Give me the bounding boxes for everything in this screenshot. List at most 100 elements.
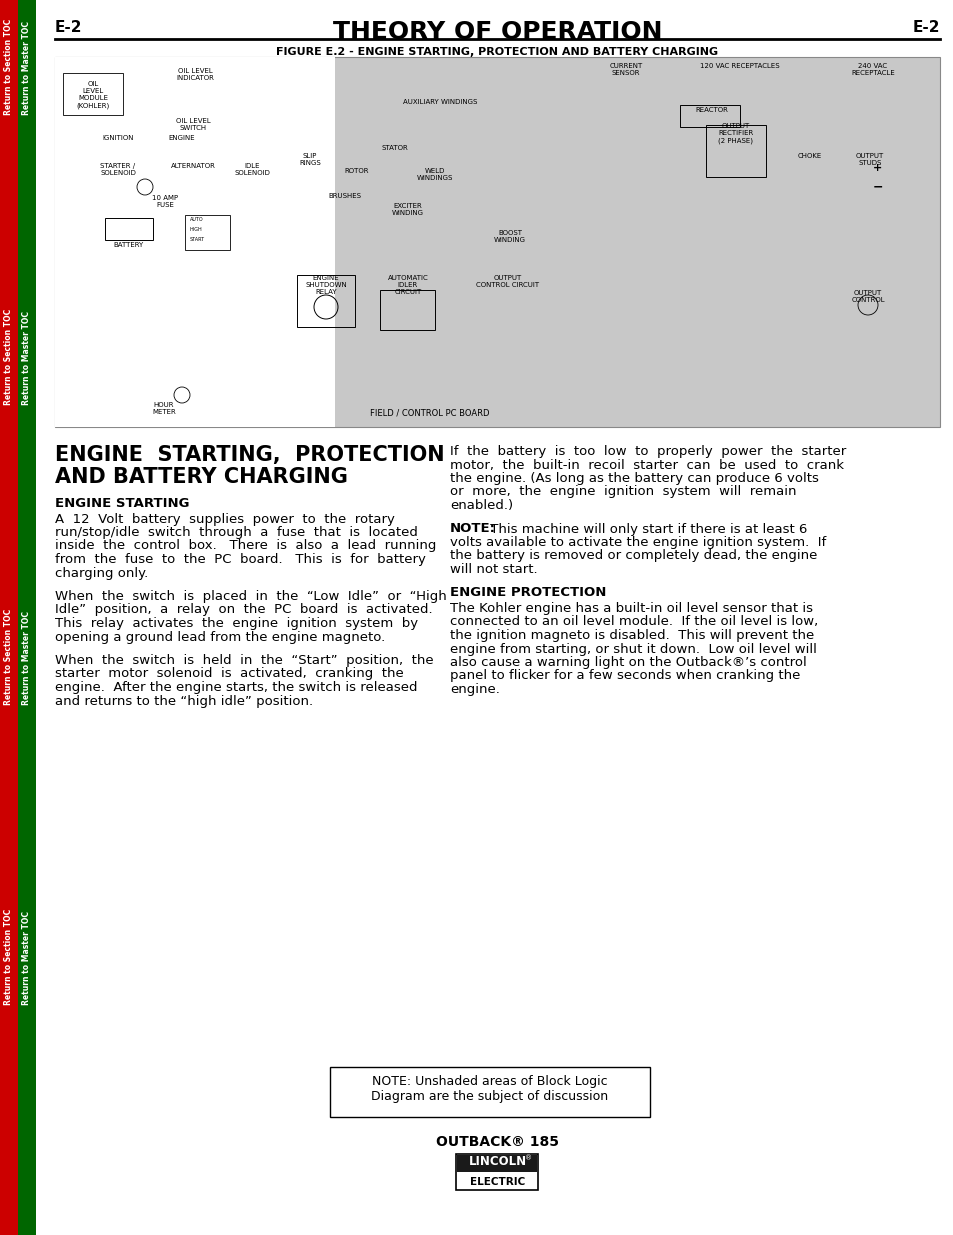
Text: ENGINE: ENGINE <box>169 135 195 141</box>
Text: HIGH: HIGH <box>190 227 203 232</box>
Text: also cause a warning light on the Outback®’s control: also cause a warning light on the Outbac… <box>450 656 806 669</box>
Text: from  the  fuse  to  the  PC  board.   This  is  for  battery: from the fuse to the PC board. This is f… <box>55 553 425 566</box>
Text: OUTPUT
CONTROL: OUTPUT CONTROL <box>850 290 883 303</box>
Text: opening a ground lead from the engine magneto.: opening a ground lead from the engine ma… <box>55 631 385 643</box>
Text: OUTPUT
RECTIFIER
(2 PHASE): OUTPUT RECTIFIER (2 PHASE) <box>718 124 753 143</box>
Text: STATOR: STATOR <box>381 144 408 151</box>
Bar <box>705 125 765 177</box>
Text: The Kohler engine has a built-in oil level sensor that is: The Kohler engine has a built-in oil lev… <box>450 601 812 615</box>
Text: This  relay  activates  the  engine  ignition  system  by: This relay activates the engine ignition… <box>55 618 417 630</box>
Text: ROTOR: ROTOR <box>344 168 369 174</box>
Text: NOTE:: NOTE: <box>450 522 496 536</box>
Text: AND BATTERY CHARGING: AND BATTERY CHARGING <box>55 467 348 487</box>
Text: CURRENT
SENSOR: CURRENT SENSOR <box>609 63 642 77</box>
Text: OUTPUT
CONTROL CIRCUIT: OUTPUT CONTROL CIRCUIT <box>476 275 539 288</box>
Text: ALTERNATOR: ALTERNATOR <box>171 163 215 169</box>
Text: SLIP
RINGS: SLIP RINGS <box>299 153 320 165</box>
Text: When  the  switch  is  placed  in  the  “Low  Idle”  or  “High: When the switch is placed in the “Low Id… <box>55 590 446 603</box>
Text: engine.  After the engine starts, the switch is released: engine. After the engine starts, the swi… <box>55 680 417 694</box>
Text: BRUSHES: BRUSHES <box>328 193 361 199</box>
Bar <box>296 275 355 327</box>
Bar <box>185 215 230 249</box>
Text: E-2: E-2 <box>55 20 82 35</box>
Text: NOTE: Unshaded areas of Block Logic: NOTE: Unshaded areas of Block Logic <box>372 1074 607 1088</box>
Text: ENGINE PROTECTION: ENGINE PROTECTION <box>450 587 606 599</box>
Text: E-2: E-2 <box>911 20 939 35</box>
Text: ENGINE
SHUTDOWN
RELAY: ENGINE SHUTDOWN RELAY <box>305 275 347 295</box>
Text: IDLE
SOLENOID: IDLE SOLENOID <box>233 163 270 177</box>
Text: AUXILIARY WINDINGS: AUXILIARY WINDINGS <box>402 99 476 105</box>
Text: ®: ® <box>525 1155 532 1161</box>
Bar <box>330 1067 649 1116</box>
Text: motor,  the  built-in  recoil  starter  can  be  used  to  crank: motor, the built-in recoil starter can b… <box>450 458 843 472</box>
Text: starter  motor  solenoid  is  activated,  cranking  the: starter motor solenoid is activated, cra… <box>55 667 403 680</box>
Bar <box>456 1153 537 1191</box>
Text: Return to Master TOC: Return to Master TOC <box>23 21 31 115</box>
Text: When  the  switch  is  held  in  the  “Start”  position,  the: When the switch is held in the “Start” p… <box>55 655 434 667</box>
Text: LINCOLN: LINCOLN <box>468 1155 526 1168</box>
Text: This machine will only start if there is at least 6: This machine will only start if there is… <box>485 522 806 536</box>
Text: ELECTRIC: ELECTRIC <box>470 1177 524 1187</box>
Text: 240 VAC
RECEPTACLE: 240 VAC RECEPTACLE <box>850 63 894 77</box>
Text: THEORY OF OPERATION: THEORY OF OPERATION <box>333 20 661 44</box>
Text: enabled.): enabled.) <box>450 499 513 513</box>
Bar <box>63 73 123 115</box>
Text: inside  the  control  box.   There  is  also  a  lead  running: inside the control box. There is also a … <box>55 540 436 552</box>
Text: Return to Section TOC: Return to Section TOC <box>5 19 13 115</box>
Text: BOOST
WINDING: BOOST WINDING <box>494 230 525 243</box>
Bar <box>18 0 36 1235</box>
Text: HOUR
METER: HOUR METER <box>152 403 175 415</box>
Text: FIGURE E.2 - ENGINE STARTING, PROTECTION AND BATTERY CHARGING: FIGURE E.2 - ENGINE STARTING, PROTECTION… <box>276 47 718 57</box>
Text: Return to Master TOC: Return to Master TOC <box>23 611 31 705</box>
Text: −: − <box>872 180 882 194</box>
Text: AUTO: AUTO <box>190 217 203 222</box>
Bar <box>679 105 740 127</box>
Text: STARTER /
SOLENOID: STARTER / SOLENOID <box>100 163 135 177</box>
Text: Return to Master TOC: Return to Master TOC <box>23 911 31 1005</box>
Text: START: START <box>190 237 205 242</box>
Text: 10 AMP
FUSE: 10 AMP FUSE <box>152 195 178 207</box>
Text: ENGINE STARTING: ENGINE STARTING <box>55 496 190 510</box>
Text: Return to Section TOC: Return to Section TOC <box>5 309 13 405</box>
Text: engine from starting, or shut it down.  Low oil level will: engine from starting, or shut it down. L… <box>450 642 816 656</box>
Text: FIELD / CONTROL PC BOARD: FIELD / CONTROL PC BOARD <box>370 409 489 417</box>
Text: CHOKE: CHOKE <box>797 153 821 159</box>
Text: or  more,  the  engine  ignition  system  will  remain: or more, the engine ignition system will… <box>450 485 796 499</box>
Bar <box>55 57 335 427</box>
Text: Return to Section TOC: Return to Section TOC <box>5 909 13 1005</box>
Text: BATTERY: BATTERY <box>113 242 144 248</box>
Text: run/stop/idle  switch  through  a  fuse  that  is  located: run/stop/idle switch through a fuse that… <box>55 526 417 538</box>
Text: engine.: engine. <box>450 683 499 697</box>
Text: will not start.: will not start. <box>450 563 537 576</box>
Text: EXCITER
WINDING: EXCITER WINDING <box>392 203 423 216</box>
Text: A  12  Volt  battery  supplies  power  to  the  rotary: A 12 Volt battery supplies power to the … <box>55 513 395 526</box>
Text: AUTOMATIC
IDLER
CIRCUIT: AUTOMATIC IDLER CIRCUIT <box>387 275 428 295</box>
Text: Diagram are the subject of discussion: Diagram are the subject of discussion <box>371 1091 608 1103</box>
Bar <box>0 0 18 1235</box>
Bar <box>457 1155 537 1172</box>
Text: volts available to activate the engine ignition system.  If: volts available to activate the engine i… <box>450 536 825 550</box>
Text: charging only.: charging only. <box>55 567 148 579</box>
Text: Return to Section TOC: Return to Section TOC <box>5 609 13 705</box>
Text: the ignition magneto is disabled.  This will prevent the: the ignition magneto is disabled. This w… <box>450 629 814 642</box>
Text: Return to Master TOC: Return to Master TOC <box>23 311 31 405</box>
Text: and returns to the “high idle” position.: and returns to the “high idle” position. <box>55 694 313 708</box>
Text: IGNITION: IGNITION <box>102 135 133 141</box>
Text: REACTOR: REACTOR <box>695 107 728 112</box>
Text: 120 VAC RECEPTACLES: 120 VAC RECEPTACLES <box>700 63 779 69</box>
Text: panel to flicker for a few seconds when cranking the: panel to flicker for a few seconds when … <box>450 669 800 683</box>
Text: the engine. (As long as the battery can produce 6 volts: the engine. (As long as the battery can … <box>450 472 818 485</box>
Text: If  the  battery  is  too  low  to  properly  power  the  starter: If the battery is too low to properly po… <box>450 445 845 458</box>
Text: OUTPUT
STUDS: OUTPUT STUDS <box>855 153 883 165</box>
Text: connected to an oil level module.  If the oil level is low,: connected to an oil level module. If the… <box>450 615 818 629</box>
Bar <box>105 219 152 240</box>
Text: +: + <box>872 163 882 173</box>
Text: OIL LEVEL
SWITCH: OIL LEVEL SWITCH <box>175 119 211 131</box>
Text: OIL
LEVEL
MODULE
(KOHLER): OIL LEVEL MODULE (KOHLER) <box>76 82 110 109</box>
Bar <box>379 290 435 330</box>
Text: WELD
WINDINGS: WELD WINDINGS <box>416 168 453 182</box>
Text: OIL LEVEL
INDICATOR: OIL LEVEL INDICATOR <box>176 68 213 82</box>
Bar <box>55 57 939 427</box>
Text: ENGINE  STARTING,  PROTECTION: ENGINE STARTING, PROTECTION <box>55 445 444 466</box>
Text: the battery is removed or completely dead, the engine: the battery is removed or completely dea… <box>450 550 817 562</box>
